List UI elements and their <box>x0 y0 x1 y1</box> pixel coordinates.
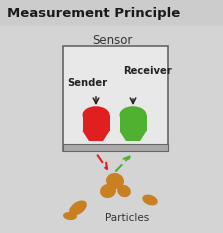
Polygon shape <box>120 131 147 141</box>
Polygon shape <box>83 131 109 141</box>
Ellipse shape <box>100 184 116 198</box>
Ellipse shape <box>117 185 131 197</box>
Ellipse shape <box>63 212 77 220</box>
Ellipse shape <box>120 106 147 124</box>
Bar <box>63 46 168 151</box>
Ellipse shape <box>83 106 109 124</box>
Ellipse shape <box>142 195 158 206</box>
Bar <box>0 0 223 26</box>
Text: Receiver: Receiver <box>124 66 172 76</box>
Bar <box>83 115 109 131</box>
Text: Sender: Sender <box>67 78 107 88</box>
Bar <box>63 144 168 151</box>
Text: Sensor: Sensor <box>92 34 132 47</box>
Text: Measurement Principle: Measurement Principle <box>7 7 180 21</box>
Bar <box>120 115 147 131</box>
Ellipse shape <box>106 173 124 189</box>
Text: Particles: Particles <box>105 213 149 223</box>
Ellipse shape <box>69 200 87 216</box>
